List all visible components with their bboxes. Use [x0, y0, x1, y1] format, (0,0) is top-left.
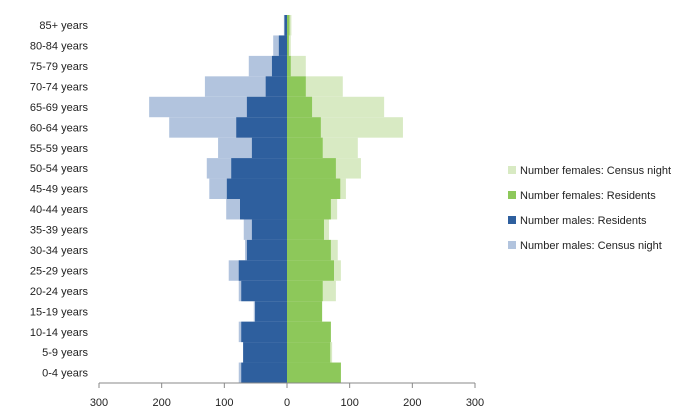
- bar: [246, 239, 287, 261]
- bar: [287, 260, 334, 281]
- bar: [287, 178, 341, 199]
- bar: [226, 178, 287, 199]
- bar: [241, 280, 287, 302]
- bar: [287, 35, 289, 56]
- y-tick-label: 75-79 years: [30, 61, 89, 73]
- x-tick-label: 300: [90, 397, 108, 409]
- bar: [241, 321, 287, 343]
- y-tick-label: 80-84 years: [30, 41, 89, 53]
- bar: [236, 117, 287, 138]
- bar: [246, 96, 287, 118]
- bar: [251, 137, 287, 159]
- bar: [287, 137, 323, 159]
- bar: [287, 76, 306, 97]
- bar: [287, 321, 331, 343]
- x-tick-label: 200: [403, 397, 421, 409]
- bar: [238, 260, 287, 281]
- bar: [287, 55, 291, 77]
- bar: [287, 15, 290, 36]
- bar: [287, 158, 336, 179]
- bar: [287, 301, 323, 322]
- legend-swatch: [508, 166, 516, 174]
- bar: [287, 55, 306, 77]
- x-tick-label: 100: [215, 397, 233, 409]
- bar: [243, 342, 287, 363]
- bar: [287, 199, 331, 220]
- y-tick-label: 45-49 years: [30, 184, 89, 196]
- bar: [287, 342, 331, 363]
- y-tick-label: 10-14 years: [30, 327, 89, 339]
- x-tick-label: 0: [284, 397, 290, 409]
- bar: [241, 362, 287, 383]
- y-tick-label: 35-39 years: [30, 225, 89, 237]
- y-tick-label: 55-59 years: [30, 143, 89, 155]
- x-tick-label: 200: [152, 397, 170, 409]
- y-tick-label: 50-54 years: [30, 163, 89, 175]
- y-tick-label: 60-64 years: [30, 122, 89, 134]
- y-tick-label: 85+ years: [39, 20, 88, 32]
- y-tick-label: 40-44 years: [30, 204, 89, 216]
- legend-label: Number females: Residents: [520, 190, 656, 202]
- legend-swatch: [508, 191, 516, 199]
- bar: [287, 362, 341, 383]
- bar: [240, 199, 287, 220]
- bar: [278, 35, 287, 56]
- legend-swatch: [508, 241, 516, 249]
- bar: [271, 55, 287, 77]
- bar: [287, 280, 323, 302]
- legend-label: Number males: Residents: [520, 215, 647, 227]
- y-tick-label: 70-74 years: [30, 81, 89, 93]
- y-tick-label: 0-4 years: [42, 368, 88, 380]
- bar: [255, 301, 287, 322]
- legend-label: Number males: Census night: [520, 240, 662, 252]
- bar: [265, 76, 287, 97]
- y-tick-label: 65-69 years: [30, 102, 89, 114]
- y-tick-label: 30-34 years: [30, 245, 89, 257]
- y-tick-label: 15-19 years: [30, 306, 89, 318]
- bar: [287, 239, 331, 261]
- bar: [231, 158, 287, 179]
- bar: [251, 219, 287, 240]
- bar: [287, 96, 313, 118]
- bar: [284, 15, 287, 36]
- legend-swatch: [508, 216, 516, 224]
- y-tick-label: 5-9 years: [42, 347, 88, 359]
- legend-label: Number females: Census night: [520, 165, 671, 177]
- x-tick-label: 100: [340, 397, 358, 409]
- x-tick-label: 300: [466, 397, 484, 409]
- y-tick-label: 25-29 years: [30, 265, 89, 277]
- bar: [287, 219, 324, 240]
- bar: [287, 117, 321, 138]
- y-tick-label: 20-24 years: [30, 286, 89, 298]
